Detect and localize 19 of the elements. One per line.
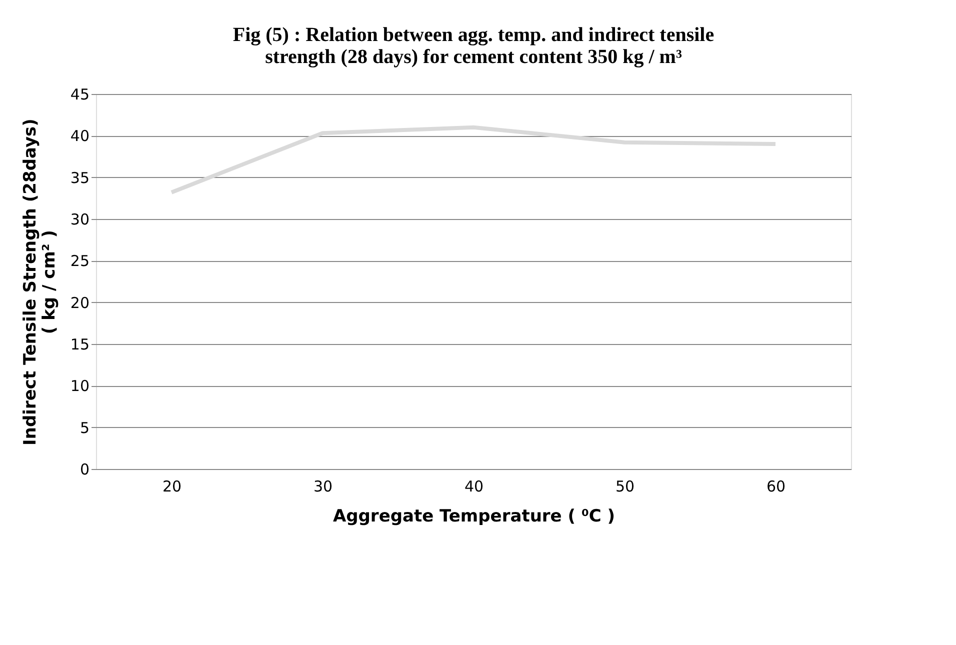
- y-tick-label: 5: [80, 418, 90, 437]
- x-tick-label: 30: [313, 478, 333, 496]
- x-tick-label: 20: [162, 478, 182, 496]
- x-axis-title: Aggregate Temperature ( ⁰C ): [332, 506, 616, 526]
- y-axis-title: Indirect Tensile Strength (28days) ( kg / cm² ): [20, 118, 60, 446]
- chart-title: Fig (5) : Relation between agg. temp. and indirect tensile strength (28 days) for cement content 350 kg / m³: [232, 24, 714, 68]
- y-tick-label: 15: [70, 336, 90, 354]
- y-tick-label: 40: [70, 127, 90, 146]
- x-tick-label: 60: [766, 478, 786, 496]
- y-tick-label: 10: [70, 377, 90, 396]
- y-tick-label: 25: [70, 252, 90, 270]
- line-series: [170, 125, 778, 194]
- x-tick-label: 50: [615, 478, 635, 496]
- y-tick-label: 0: [80, 460, 90, 478]
- y-tick-label: 20: [70, 294, 90, 312]
- y-tick-label: 35: [70, 168, 90, 187]
- y-tick-label: 30: [70, 210, 90, 228]
- x-tick-label: 40: [464, 478, 484, 496]
- y-tick-label: 45: [70, 86, 90, 104]
